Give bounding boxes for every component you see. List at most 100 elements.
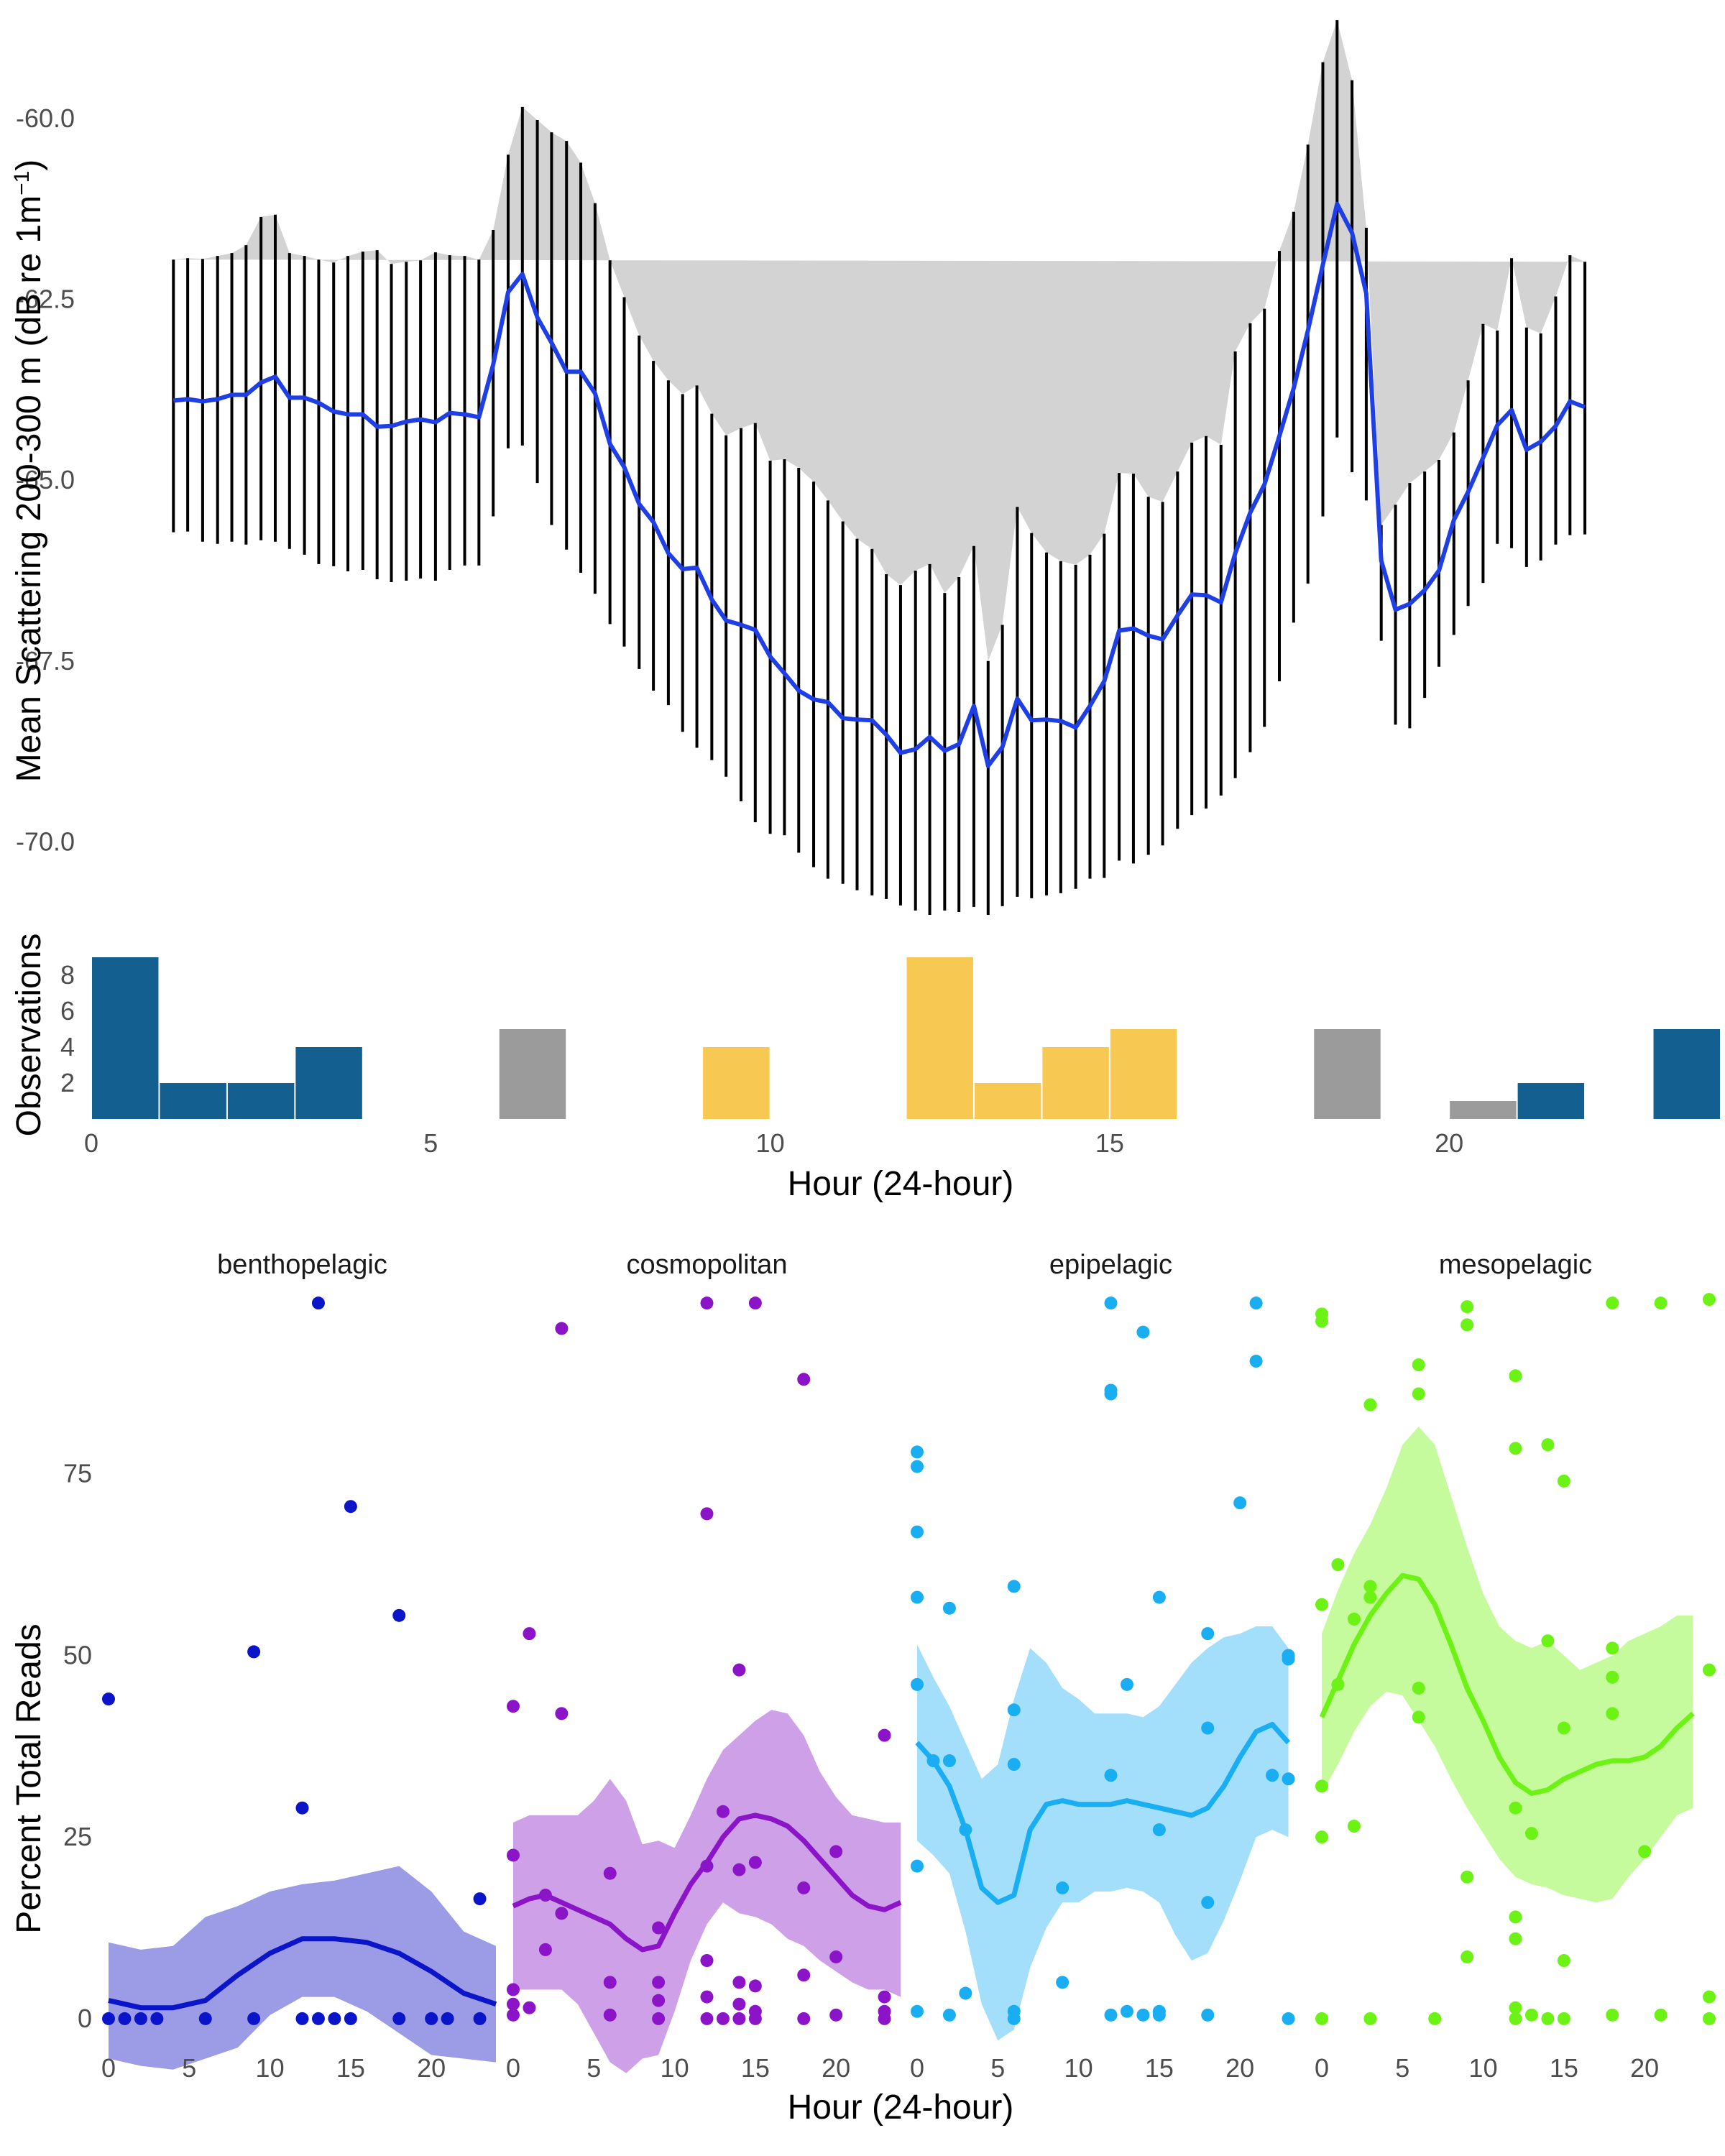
data-point xyxy=(474,1892,487,1905)
data-point xyxy=(523,1627,535,1640)
data-point xyxy=(507,2009,520,2022)
data-point xyxy=(749,1296,762,1309)
observation-bar xyxy=(92,957,158,1119)
facet-panels: benthopelagic0 5 10 15 20 cosmopolitan 0 5 10 15 2… xyxy=(101,1250,1716,2083)
data-point xyxy=(1315,1598,1328,1611)
data-point xyxy=(1558,2012,1570,2025)
x-tick-label: 5 xyxy=(586,2053,601,2083)
data-point xyxy=(296,1802,309,1815)
data-point xyxy=(652,1976,665,1989)
observation-bar xyxy=(1518,1083,1584,1119)
x-tick-label: 15 xyxy=(1145,2053,1174,2083)
facet-cosmopolitan: cosmopolitan 0 5 10 15 20 xyxy=(506,1250,901,2083)
data-point xyxy=(344,2012,357,2025)
data-point xyxy=(1282,1653,1295,1666)
x-tick-label: 10 xyxy=(1469,2053,1498,2083)
observation-bar xyxy=(160,1083,226,1119)
scattering-y-axis-title-end: ) xyxy=(10,160,48,171)
facet-strip-label: epipelagic xyxy=(1049,1250,1172,1280)
confidence-band xyxy=(1322,1427,1693,1902)
data-point xyxy=(392,2012,405,2025)
data-point xyxy=(1250,1296,1263,1309)
data-point xyxy=(732,1976,745,1989)
observation-bar xyxy=(1450,1101,1516,1119)
data-point xyxy=(732,1998,745,2011)
y-tick-label: -60.0 xyxy=(16,103,75,133)
data-point xyxy=(1008,2012,1021,2025)
data-point xyxy=(911,1526,924,1539)
data-point xyxy=(732,2012,745,2025)
data-point xyxy=(1558,1722,1570,1735)
y-tick-label: 6 xyxy=(60,996,75,1026)
x-tick-label: 0 xyxy=(84,1128,98,1158)
data-point xyxy=(797,2012,810,2025)
data-point xyxy=(1201,2009,1214,2022)
observations-x-ticks: 0 5 10 15 20 xyxy=(84,1128,1463,1158)
x-tick-label: 0 xyxy=(506,2053,520,2083)
x-tick-label: 20 xyxy=(417,2053,446,2083)
data-point xyxy=(507,1848,520,1861)
data-point xyxy=(1008,1580,1021,1593)
data-point xyxy=(1558,1954,1570,1967)
data-point xyxy=(911,1860,924,1873)
data-point xyxy=(1315,1830,1328,1843)
data-point xyxy=(312,2012,325,2025)
y-tick-label: 4 xyxy=(60,1032,75,1061)
data-point xyxy=(1348,1820,1361,1833)
data-point xyxy=(701,1991,714,2004)
facet-strip-label: cosmopolitan xyxy=(627,1250,788,1280)
data-point xyxy=(943,1602,956,1615)
data-point xyxy=(1363,1591,1376,1604)
data-point xyxy=(1056,1881,1069,1894)
data-point xyxy=(1331,1558,1344,1571)
observation-bar xyxy=(500,1029,566,1119)
data-point xyxy=(1315,1314,1328,1327)
data-point xyxy=(1121,1678,1133,1691)
data-point xyxy=(1153,1591,1166,1604)
data-point xyxy=(701,2012,714,2025)
data-point xyxy=(1606,1671,1619,1684)
scattering-y-axis-title-sup: −1 xyxy=(10,171,34,195)
facet-strip-label: benthopelagic xyxy=(217,1250,387,1280)
data-point xyxy=(1509,1369,1522,1382)
observation-bar xyxy=(1042,1047,1108,1119)
data-point xyxy=(732,1864,745,1876)
facet-benthopelagic: benthopelagic0 5 10 15 20 xyxy=(101,1250,496,2083)
x-tick-label: 10 xyxy=(256,2053,285,2083)
data-point xyxy=(296,2012,309,2025)
data-point xyxy=(1266,1769,1279,1782)
data-point xyxy=(911,2005,924,2018)
data-point xyxy=(102,1692,115,1705)
data-point xyxy=(1525,2009,1538,2022)
y-tick-label: 8 xyxy=(60,960,75,990)
data-point xyxy=(878,1991,891,2004)
x-tick-label: 15 xyxy=(741,2053,770,2083)
data-point xyxy=(604,1867,617,1880)
data-point xyxy=(1153,1823,1166,1836)
ribbon-area xyxy=(173,20,1585,661)
data-point xyxy=(1703,1293,1716,1306)
data-point xyxy=(328,2012,341,2025)
observation-bar xyxy=(907,957,973,1119)
data-point xyxy=(1541,1634,1554,1647)
data-point xyxy=(1428,2012,1441,2025)
y-tick-label: 50 xyxy=(63,1640,92,1669)
data-point xyxy=(797,1373,810,1386)
data-point xyxy=(652,2012,665,2025)
observation-bar xyxy=(1654,1029,1720,1119)
data-point xyxy=(1250,1355,1263,1368)
data-point xyxy=(1348,1613,1361,1626)
data-point xyxy=(1412,1388,1425,1401)
x-tick-label: 5 xyxy=(990,2053,1005,2083)
observation-bar xyxy=(1110,1029,1177,1119)
x-tick-label: 20 xyxy=(822,2053,850,2083)
data-point xyxy=(1315,2012,1328,2025)
observations-x-axis-title: Hour (24-hour) xyxy=(788,1165,1014,1203)
y-tick-label: -70.0 xyxy=(16,826,75,856)
data-point xyxy=(1201,1627,1214,1640)
data-point xyxy=(1136,2009,1149,2022)
data-point xyxy=(1105,1388,1118,1401)
percent-reads-x-axis-title: Hour (24-hour) xyxy=(788,2088,1014,2127)
percent-reads-panel: benthopelagic 0 5 10 15 20 cosmopolitan 0 5 10 15 2… xyxy=(10,1250,1716,2127)
